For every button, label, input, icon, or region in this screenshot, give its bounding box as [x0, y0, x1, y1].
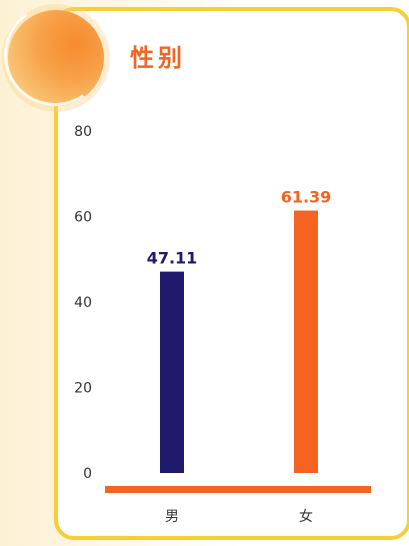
- data-label: 61.39: [281, 188, 332, 207]
- x-axis-baseline: [105, 486, 371, 493]
- bar-0: [160, 272, 184, 473]
- y-tick-label: 20: [74, 381, 92, 397]
- category-label: 女: [299, 508, 313, 525]
- x-axis: 男女: [165, 508, 313, 525]
- category-label: 男: [165, 509, 179, 525]
- y-tick-label: 0: [83, 466, 92, 482]
- bar-1: [294, 211, 318, 473]
- data-label: 47.11: [147, 249, 198, 268]
- y-tick-label: 40: [74, 295, 92, 311]
- y-tick-label: 60: [74, 210, 92, 226]
- y-tick-label: 80: [74, 124, 92, 140]
- y-axis: 0 20 40 60 80: [74, 124, 92, 482]
